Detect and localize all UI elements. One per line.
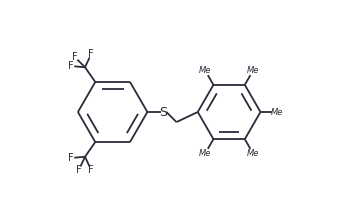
- Text: S: S: [160, 106, 168, 118]
- Text: F: F: [68, 153, 73, 163]
- Text: Me: Me: [270, 108, 283, 116]
- Text: F: F: [72, 52, 77, 62]
- Text: Me: Me: [199, 149, 212, 158]
- Text: Me: Me: [247, 149, 259, 158]
- Text: F: F: [76, 165, 82, 175]
- Text: F: F: [88, 165, 94, 175]
- Text: F: F: [68, 61, 73, 71]
- Text: F: F: [88, 49, 94, 59]
- Text: Me: Me: [199, 66, 212, 75]
- Text: Me: Me: [247, 66, 259, 75]
